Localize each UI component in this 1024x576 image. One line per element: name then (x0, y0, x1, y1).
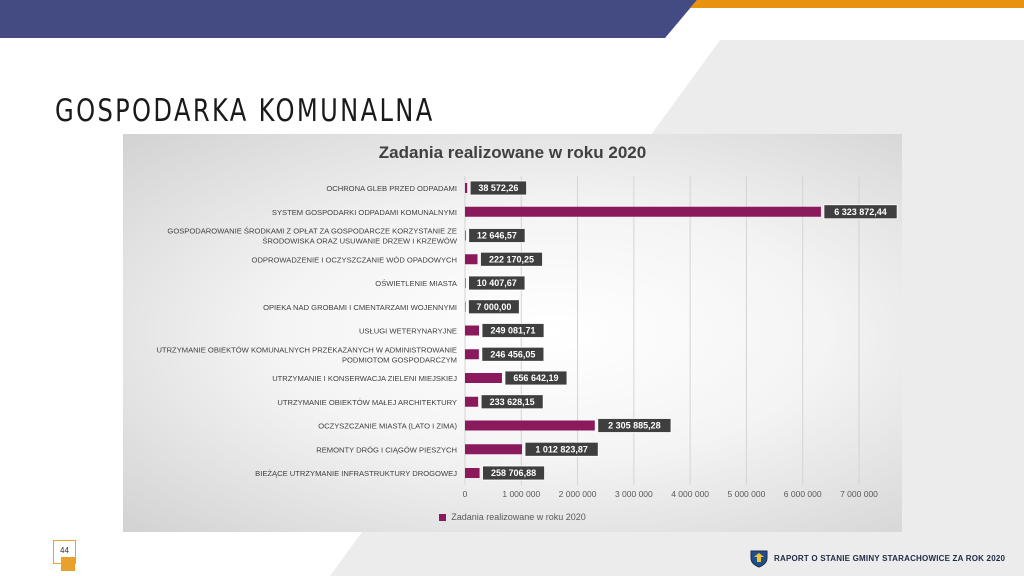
data-label-box (524, 441, 599, 457)
bar (465, 254, 478, 265)
category-label: OCZYSZCZANIE MIASTA (LATO I ZIMA) (318, 422, 457, 431)
category-label: GOSPODAROWANIE ŚRODKAMI Z OPŁAT ZA GOSPO… (167, 227, 457, 236)
data-label: 38 572,26 (478, 183, 518, 193)
data-label-box (469, 180, 527, 196)
category-label: ŚRODOWISKA ORAZ USUWANIE DRZEW I KRZEWÓW (262, 237, 457, 246)
bar (465, 349, 479, 360)
bar-chart: 0 1 000 000 2 000 000 3 000 000 4 000 000 5 0… (156, 176, 898, 499)
category-label: ODPROWADZENIE I OCZYSZCZANIE WÓD OPADOWY… (252, 255, 457, 264)
bar (465, 373, 502, 383)
data-label-box (468, 228, 526, 243)
page-number-accent (61, 557, 75, 571)
category-label: USŁUGI WETERYNARYJNE (359, 327, 457, 336)
x-tick-label: 1 000 000 (502, 489, 540, 499)
data-label: 246 456,05 (490, 349, 535, 359)
data-label: 233 628,15 (490, 397, 535, 407)
bar (465, 301, 466, 312)
legend-swatch (439, 513, 447, 521)
chart-title: Zadania realizowane w roku 2020 (378, 143, 647, 162)
x-tick-label: 3 000 000 (615, 489, 653, 499)
data-label-box (504, 370, 568, 386)
category-label: UTRZYMANIE I KONSERWACJA ZIELENI MIEJSKI… (272, 374, 457, 383)
chart-panel: Zadania realizowane w roku 2020 0 1 000 0… (123, 134, 902, 532)
data-label-box (481, 346, 545, 362)
bar (465, 278, 466, 288)
x-tick-label: 5 000 000 (728, 489, 766, 499)
bar (465, 444, 523, 455)
category-label: BIEŻĄCE UTRZYMANIE INFRASTRUKTURY DROGOW… (255, 469, 457, 478)
data-label: 656 642,19 (513, 373, 558, 383)
data-label-box (480, 394, 544, 410)
x-tick-label: 0 (463, 489, 468, 499)
category-label: UTRZYMANIE OBIEKTÓW KOMUNALNYCH PRZEKAZA… (156, 345, 457, 354)
bar (465, 396, 479, 407)
category-label: UTRZYMANIE OBIEKTÓW MAŁEJ ARCHITEKTURY (277, 398, 457, 407)
category-label: OŚWIETLENIE MIASTA (375, 279, 458, 288)
data-label: 222 170,25 (489, 254, 534, 264)
category-label: REMONTY DRÓG I CIĄGÓW PIESZYCH (316, 445, 457, 454)
data-label-box (468, 299, 520, 315)
bar (465, 420, 595, 431)
slide-title: GOSPODARKA KOMUNALNA (55, 93, 435, 129)
category-label: OCHRONA GLEB PRZED ODPADAMI (326, 184, 457, 193)
chart-legend: Zadania realizowane w roku 2020 (123, 512, 902, 522)
data-label: 6 323 872,44 (834, 207, 887, 217)
data-label: 258 706,88 (491, 468, 536, 478)
data-label-box (480, 251, 543, 267)
data-label: 1 012 823,87 (535, 444, 588, 454)
category-label: PODMIOTOM GOSPODARCZYM (342, 355, 457, 364)
x-tick-label: 4 000 000 (671, 489, 709, 499)
bar (465, 183, 468, 193)
data-label: 10 407,67 (477, 278, 517, 288)
bar (465, 206, 821, 217)
data-label-box (482, 465, 545, 481)
data-label-box (481, 323, 545, 338)
footer-report-title: RAPORT O STANIE GMINY STARACHOWICE ZA RO… (774, 554, 1006, 563)
data-label-box (597, 418, 672, 433)
bar (465, 230, 466, 241)
bar (465, 468, 480, 478)
data-label-box (823, 204, 898, 220)
category-label: SYSTEM GOSPODARKI ODPADAMI KOMUNALNYMI (272, 208, 457, 217)
x-tick-label: 2 000 000 (559, 489, 597, 499)
header-band-navy (0, 0, 697, 38)
data-label: 249 081,71 (490, 326, 535, 336)
header-band-orange (690, 0, 1024, 8)
x-tick-label: 6 000 000 (784, 489, 822, 499)
data-label: 12 646,57 (477, 231, 517, 241)
data-label: 2 305 885,28 (608, 421, 661, 431)
bar (465, 325, 480, 336)
category-label: OPIEKA NAD GROBAMI I CMENTARZAMI WOJENNY… (263, 303, 457, 312)
coat-of-arms-icon (750, 550, 768, 568)
x-tick-label: 7 000 000 (840, 489, 878, 499)
legend-label: Zadania realizowane w roku 2020 (451, 512, 586, 522)
data-label-box (468, 275, 526, 291)
data-label: 7 000,00 (476, 302, 511, 312)
